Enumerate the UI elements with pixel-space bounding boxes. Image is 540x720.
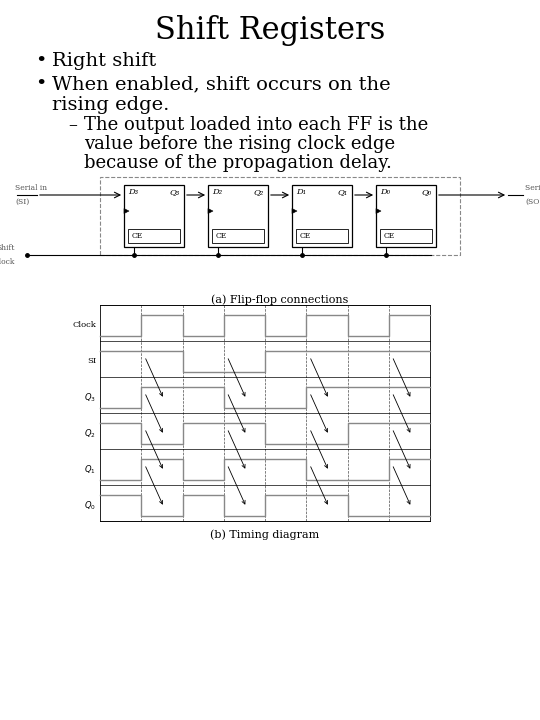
Text: $Q_1$: $Q_1$ <box>84 463 96 476</box>
Text: Serial in: Serial in <box>15 184 47 192</box>
Text: D₁: D₁ <box>296 188 306 196</box>
Polygon shape <box>208 209 213 214</box>
Text: Clock: Clock <box>0 258 15 266</box>
Text: The output loaded into each FF is the: The output loaded into each FF is the <box>84 116 428 134</box>
Polygon shape <box>124 209 129 214</box>
Polygon shape <box>292 209 297 214</box>
Text: Serial out: Serial out <box>525 184 540 192</box>
Bar <box>100 177 460 255</box>
Text: Q₁: Q₁ <box>338 188 348 196</box>
Text: CE: CE <box>216 232 227 240</box>
Bar <box>380 229 432 243</box>
Bar <box>212 229 264 243</box>
Text: Right shift: Right shift <box>52 52 156 70</box>
Text: value before the rising clock edge: value before the rising clock edge <box>84 135 395 153</box>
Text: (SI): (SI) <box>15 198 29 206</box>
Text: $Q_3$: $Q_3$ <box>84 391 96 404</box>
Text: (a) Flip-flop connections: (a) Flip-flop connections <box>211 294 349 305</box>
Bar <box>292 185 352 247</box>
Text: SI: SI <box>87 357 96 365</box>
Text: –: – <box>68 116 77 134</box>
Bar <box>296 229 348 243</box>
Text: $Q_2$: $Q_2$ <box>84 427 96 440</box>
Text: Q₀: Q₀ <box>422 188 432 196</box>
Text: D₀: D₀ <box>380 188 390 196</box>
Text: CE: CE <box>132 232 143 240</box>
Text: because of the propagation delay.: because of the propagation delay. <box>84 154 392 172</box>
Text: $Q_0$: $Q_0$ <box>84 499 96 512</box>
Text: (b) Timing diagram: (b) Timing diagram <box>211 529 320 539</box>
Text: •: • <box>35 75 46 93</box>
Polygon shape <box>376 209 381 214</box>
Text: Shift Registers: Shift Registers <box>155 15 385 46</box>
Bar <box>128 229 180 243</box>
Text: Clock: Clock <box>72 321 96 329</box>
Text: Q₃: Q₃ <box>170 188 180 196</box>
Text: CE: CE <box>384 232 395 240</box>
Bar <box>208 185 268 247</box>
Text: D₃: D₃ <box>128 188 138 196</box>
Bar <box>376 185 436 247</box>
Text: CE: CE <box>300 232 311 240</box>
Text: (SO): (SO) <box>525 198 540 206</box>
Text: D₂: D₂ <box>212 188 222 196</box>
Text: •: • <box>35 52 46 70</box>
Text: rising edge.: rising edge. <box>52 96 170 114</box>
Text: When enabled, shift occurs on the: When enabled, shift occurs on the <box>52 75 390 93</box>
Text: Shift: Shift <box>0 244 15 252</box>
Bar <box>124 185 184 247</box>
Text: Q₂: Q₂ <box>254 188 264 196</box>
